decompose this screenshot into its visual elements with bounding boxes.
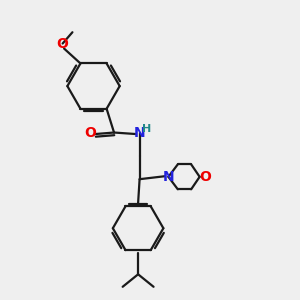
- Text: N: N: [163, 170, 174, 184]
- Text: N: N: [134, 126, 146, 140]
- Text: O: O: [57, 37, 69, 50]
- Text: O: O: [199, 170, 211, 184]
- Text: H: H: [142, 124, 151, 134]
- Text: O: O: [85, 126, 97, 140]
